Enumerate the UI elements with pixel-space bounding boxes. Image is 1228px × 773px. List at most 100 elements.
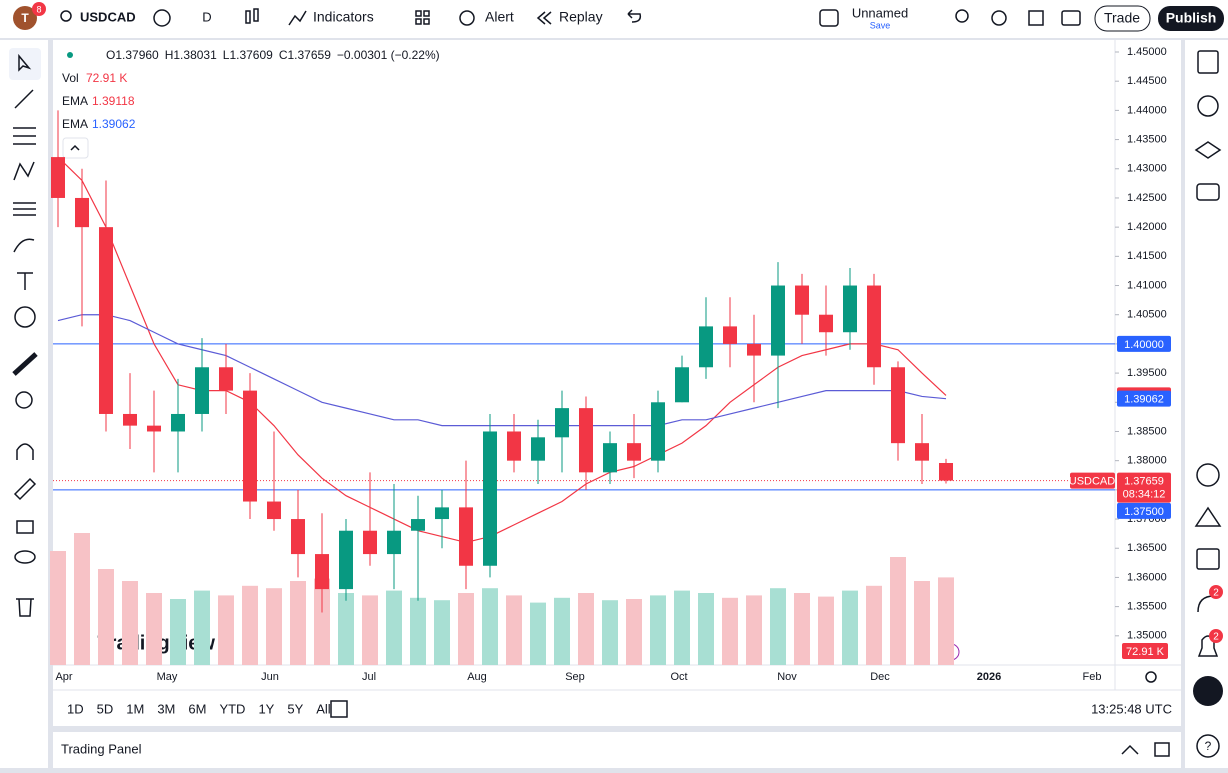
brush-tool[interactable] bbox=[13, 238, 35, 253]
range-button[interactable]: 1Y bbox=[258, 701, 274, 716]
y-tick-label: 1.44000 bbox=[1127, 104, 1167, 116]
volume-bar bbox=[938, 577, 954, 665]
x-tick-label: Feb bbox=[1083, 671, 1102, 683]
watchlist[interactable] bbox=[1197, 50, 1219, 74]
replay[interactable]: Replay bbox=[559, 9, 603, 25]
delete-tool[interactable] bbox=[16, 598, 34, 617]
pattern-tool[interactable] bbox=[13, 161, 35, 181]
candle-icon bbox=[253, 8, 259, 22]
range-button[interactable]: 3M bbox=[157, 701, 175, 716]
volume-bar bbox=[290, 581, 306, 665]
chat[interactable] bbox=[1196, 183, 1220, 201]
x-tick-label: Apr bbox=[55, 671, 72, 683]
candle-body bbox=[339, 530, 353, 590]
help[interactable] bbox=[1196, 734, 1220, 758]
ideas[interactable] bbox=[1194, 506, 1222, 527]
trading-panel-bar bbox=[53, 732, 1181, 768]
apps[interactable] bbox=[1193, 676, 1223, 706]
price-tag bbox=[1117, 502, 1171, 519]
volume-bar bbox=[722, 597, 738, 665]
volume-bar bbox=[674, 590, 690, 665]
ema-label: EMA bbox=[62, 117, 88, 131]
x-tick-label: Jul bbox=[362, 671, 376, 683]
x-tick-label: Dec bbox=[870, 671, 890, 683]
alerts-panel[interactable] bbox=[1197, 95, 1219, 117]
notifications[interactable] bbox=[1197, 635, 1219, 657]
trading-panel[interactable]: Trading Panel bbox=[61, 741, 142, 756]
fullscreen[interactable] bbox=[1028, 10, 1044, 26]
range-button[interactable]: All bbox=[316, 701, 331, 716]
emoji-tool[interactable] bbox=[14, 306, 36, 328]
trendline-tool[interactable] bbox=[14, 89, 34, 109]
trade: Trade bbox=[1104, 10, 1140, 26]
range-button[interactable]: YTD bbox=[219, 701, 245, 716]
goto-date[interactable] bbox=[330, 700, 348, 718]
collapse-legend[interactable] bbox=[62, 137, 89, 159]
settings[interactable] bbox=[991, 10, 1007, 26]
quick-search[interactable] bbox=[955, 9, 969, 23]
alert[interactable]: Alert bbox=[485, 9, 514, 25]
avatar-letter: T bbox=[21, 11, 29, 25]
indicators[interactable]: Indicators bbox=[313, 9, 374, 25]
interval[interactable]: D bbox=[202, 9, 211, 24]
badge bbox=[32, 2, 46, 16]
y-tick-label: 1.35000 bbox=[1127, 630, 1167, 642]
candle-body bbox=[915, 443, 929, 461]
y-tick-label: 1.45000 bbox=[1127, 46, 1167, 58]
lock-draw-tool[interactable] bbox=[13, 477, 37, 501]
magnet-tool[interactable] bbox=[16, 443, 34, 460]
snapshot[interactable] bbox=[1061, 10, 1081, 26]
candle-body bbox=[627, 443, 641, 461]
publish: Publish bbox=[1166, 10, 1217, 26]
y-tick-label: 1.39500 bbox=[1127, 367, 1167, 379]
x-tick-label: Sep bbox=[565, 671, 585, 683]
undo[interactable] bbox=[627, 9, 642, 23]
avatar[interactable] bbox=[13, 6, 37, 30]
forecast-tool[interactable] bbox=[13, 202, 36, 216]
badge-count: 2 bbox=[1213, 632, 1219, 643]
range-button[interactable]: 1M bbox=[126, 701, 144, 716]
price-tag-label: 1.37500 bbox=[1124, 506, 1164, 518]
maximize-panel[interactable] bbox=[1154, 742, 1170, 757]
layers[interactable] bbox=[1194, 141, 1222, 159]
layout-name[interactable]: Unnamed bbox=[852, 5, 908, 20]
fib-tool[interactable] bbox=[13, 127, 36, 145]
range-button[interactable]: 5D bbox=[97, 701, 114, 716]
volume-bar bbox=[122, 581, 138, 665]
x-tick-label: Oct bbox=[670, 671, 687, 683]
y-tick-label: 1.40500 bbox=[1127, 309, 1167, 321]
clock: 13:25:48 UTC bbox=[1091, 701, 1172, 716]
lock-tool[interactable] bbox=[16, 520, 34, 534]
range-button[interactable]: 6M bbox=[188, 701, 206, 716]
ruler-tool[interactable] bbox=[12, 352, 38, 376]
badge bbox=[1209, 629, 1223, 643]
volume-bar bbox=[770, 588, 786, 665]
x-tick-label: Aug bbox=[467, 671, 487, 683]
range-button[interactable]: 5Y bbox=[287, 701, 303, 716]
candle-body bbox=[459, 507, 473, 566]
target[interactable] bbox=[1196, 463, 1220, 487]
text-tool[interactable] bbox=[17, 272, 33, 290]
candle-icon[interactable] bbox=[245, 10, 251, 24]
save[interactable]: Save bbox=[870, 20, 891, 30]
alert-icon bbox=[459, 10, 475, 26]
symbol[interactable]: USDCAD bbox=[80, 9, 136, 24]
calendar[interactable] bbox=[1196, 548, 1220, 570]
publish-button[interactable] bbox=[1158, 6, 1224, 31]
range-button[interactable]: 1D bbox=[67, 701, 84, 716]
badge-count: 8 bbox=[36, 4, 41, 14]
templates-icon[interactable] bbox=[415, 10, 422, 17]
candle-body bbox=[603, 443, 617, 473]
zoom-tool[interactable] bbox=[15, 391, 33, 409]
candle-body bbox=[939, 463, 953, 481]
badge bbox=[1209, 585, 1223, 599]
trade-button[interactable] bbox=[1094, 5, 1151, 32]
hide-tool[interactable] bbox=[14, 550, 36, 564]
expand-panel[interactable] bbox=[1121, 744, 1139, 755]
price-tag bbox=[1117, 335, 1171, 352]
candle-body bbox=[387, 530, 401, 555]
axis-settings[interactable] bbox=[1145, 671, 1157, 683]
search-icon bbox=[60, 10, 72, 22]
volume-bar bbox=[242, 585, 258, 665]
add-symbol[interactable] bbox=[153, 9, 171, 27]
